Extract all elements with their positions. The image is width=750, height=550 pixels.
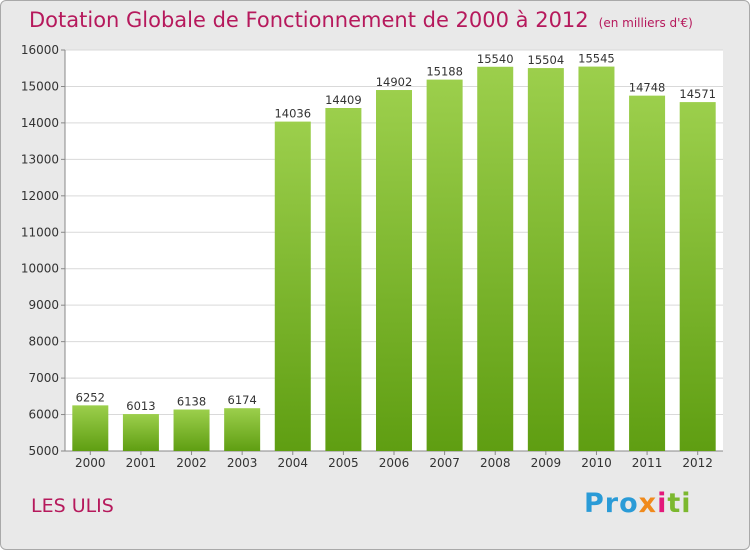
y-tick-label: 13000 bbox=[21, 152, 59, 166]
bar-value-label: 14036 bbox=[274, 107, 311, 121]
bar bbox=[629, 95, 666, 452]
bar bbox=[477, 66, 514, 451]
chart-title: Dotation Globale de Fonctionnement de 20… bbox=[29, 8, 693, 32]
y-tick-label: 10000 bbox=[21, 262, 59, 276]
bar bbox=[426, 79, 463, 452]
x-tick-label: 2000 bbox=[75, 456, 106, 470]
bar bbox=[325, 107, 362, 452]
y-tick-label: 12000 bbox=[21, 189, 59, 203]
bar bbox=[527, 68, 564, 451]
proxiti-logo: Proxiti bbox=[584, 488, 692, 519]
bar-value-label: 14748 bbox=[629, 81, 666, 95]
bar-value-label: 6013 bbox=[126, 399, 155, 413]
x-tick-label: 2010 bbox=[581, 456, 612, 470]
y-tick-label: 11000 bbox=[21, 225, 59, 239]
x-tick-label: 2003 bbox=[227, 456, 258, 470]
y-tick-label: 14000 bbox=[21, 116, 59, 130]
x-tick-label: 2001 bbox=[126, 456, 157, 470]
chart-subtitle: (en milliers d'€) bbox=[598, 16, 693, 30]
x-tick-label: 2006 bbox=[379, 456, 410, 470]
y-tick-label: 5000 bbox=[28, 444, 59, 458]
bar-value-label: 15540 bbox=[477, 52, 514, 66]
y-tick-label: 8000 bbox=[28, 335, 59, 349]
y-tick-label: 15000 bbox=[21, 79, 59, 93]
y-tick-label: 9000 bbox=[28, 298, 59, 312]
x-tick-label: 2008 bbox=[480, 456, 511, 470]
bar bbox=[122, 414, 159, 451]
bar-value-label: 6138 bbox=[177, 395, 206, 409]
bar bbox=[578, 66, 615, 451]
bar bbox=[224, 408, 261, 451]
y-tick-label: 6000 bbox=[28, 408, 59, 422]
y-tick-label: 16000 bbox=[21, 43, 59, 57]
bar bbox=[679, 102, 716, 452]
bar bbox=[173, 409, 210, 451]
x-tick-label: 2005 bbox=[328, 456, 359, 470]
x-tick-label: 2007 bbox=[429, 456, 460, 470]
bar-value-label: 15188 bbox=[426, 65, 463, 79]
bar bbox=[376, 90, 412, 451]
x-tick-label: 2004 bbox=[277, 456, 308, 470]
x-tick-label: 2009 bbox=[531, 456, 562, 470]
x-tick-label: 2012 bbox=[682, 456, 713, 470]
bar-value-label: 15504 bbox=[528, 53, 565, 67]
bar-value-label: 6252 bbox=[76, 390, 105, 404]
title-text: Dotation Globale de Fonctionnement de 20… bbox=[29, 8, 589, 32]
bar-value-label: 6174 bbox=[228, 393, 257, 407]
bar-value-label: 15545 bbox=[578, 52, 615, 66]
bar-value-label: 14902 bbox=[376, 75, 413, 89]
y-tick-label: 7000 bbox=[28, 371, 59, 385]
commune-name: LES ULIS bbox=[31, 495, 114, 517]
x-tick-label: 2002 bbox=[176, 456, 207, 470]
x-tick-label: 2011 bbox=[632, 456, 663, 470]
bar bbox=[72, 405, 109, 451]
bar-value-label: 14409 bbox=[325, 93, 362, 107]
bar-value-label: 14571 bbox=[679, 87, 716, 101]
bar bbox=[274, 121, 311, 451]
